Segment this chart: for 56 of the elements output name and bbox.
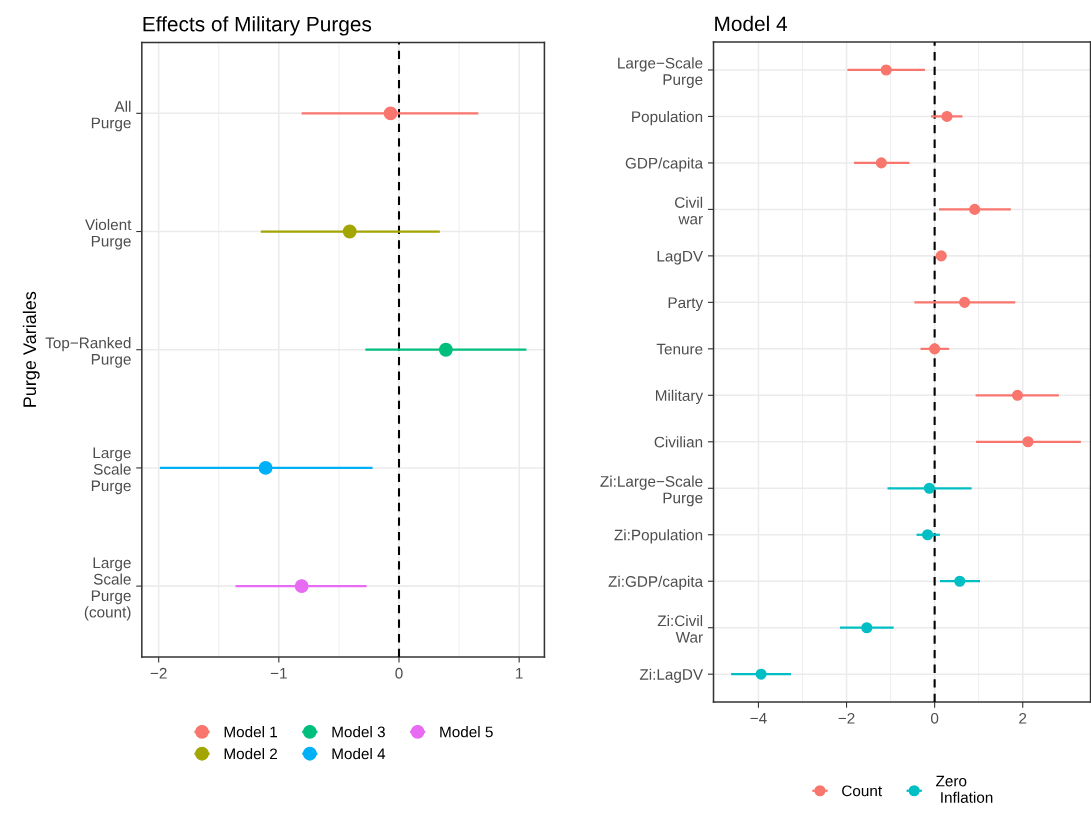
legend-label: Model 2 — [224, 747, 277, 760]
y-tick-label: Large Scale Purge — [91, 447, 131, 495]
y-tick-label: Civilian — [654, 436, 703, 448]
x-tick-label: −2 — [838, 712, 855, 724]
point — [941, 110, 953, 122]
x-tick-label: −4 — [750, 713, 767, 724]
y-tick-label: Population — [632, 110, 703, 126]
point — [935, 250, 947, 262]
x-tick-label: 2 — [1019, 712, 1027, 724]
y-tick-label: Military — [655, 389, 704, 405]
y-tick-label: Zi:GDP/capita — [608, 575, 704, 590]
legend-label: Model 5 — [440, 726, 493, 738]
point — [969, 203, 981, 215]
chart-title: Model 4 — [715, 15, 788, 32]
point — [342, 224, 357, 239]
legend-label: Model 3 — [332, 726, 385, 738]
y-axis-title: Purge Variales — [22, 291, 40, 407]
point — [959, 296, 971, 308]
y-tick-label: Zi:Civil War — [657, 615, 703, 643]
point — [875, 157, 887, 169]
y-tick-label: Zi:Population — [614, 529, 703, 544]
y-tick-label: GDP/capita — [625, 157, 704, 172]
point — [755, 668, 767, 680]
y-tick-label: Zi:Large−Scale Purge — [600, 475, 703, 507]
y-tick-label: LagDV — [657, 250, 704, 265]
legend-label: Count — [842, 785, 882, 797]
y-tick-label: Zi:LagDV — [639, 668, 704, 683]
legend-label: Model 4 — [332, 747, 386, 760]
x-tick-label: 1 — [516, 668, 523, 679]
point — [861, 622, 873, 634]
y-tick-label: Large−Scale Purge — [618, 57, 703, 88]
x-tick-label: −2 — [150, 667, 167, 679]
chart-title: Effects of Military Purges — [143, 16, 372, 36]
point — [383, 106, 398, 121]
y-tick-label: Party — [668, 297, 704, 312]
point — [438, 342, 453, 357]
legend-label: Model 1 — [224, 726, 278, 738]
x-tick-label: 0 — [930, 712, 939, 724]
point — [258, 460, 273, 475]
legend-label: Zero Inflation — [936, 775, 993, 803]
x-tick-label: −1 — [270, 668, 287, 679]
point — [954, 575, 966, 587]
y-tick-label: Violent Purge — [85, 218, 132, 250]
y-tick-label: All Purge — [91, 100, 131, 132]
point — [1011, 389, 1024, 401]
point — [1022, 436, 1034, 448]
point — [880, 64, 892, 76]
y-tick-label: Civil war — [675, 196, 703, 225]
point — [294, 579, 309, 594]
point — [922, 529, 934, 541]
point — [929, 343, 941, 355]
x-tick-label: 0 — [395, 667, 403, 679]
y-tick-label: Tenure — [656, 343, 703, 355]
y-tick-label: Large Scale Purge (count) — [84, 557, 131, 621]
y-tick-label: Top−Ranked Purge — [45, 337, 131, 368]
point — [923, 482, 935, 494]
